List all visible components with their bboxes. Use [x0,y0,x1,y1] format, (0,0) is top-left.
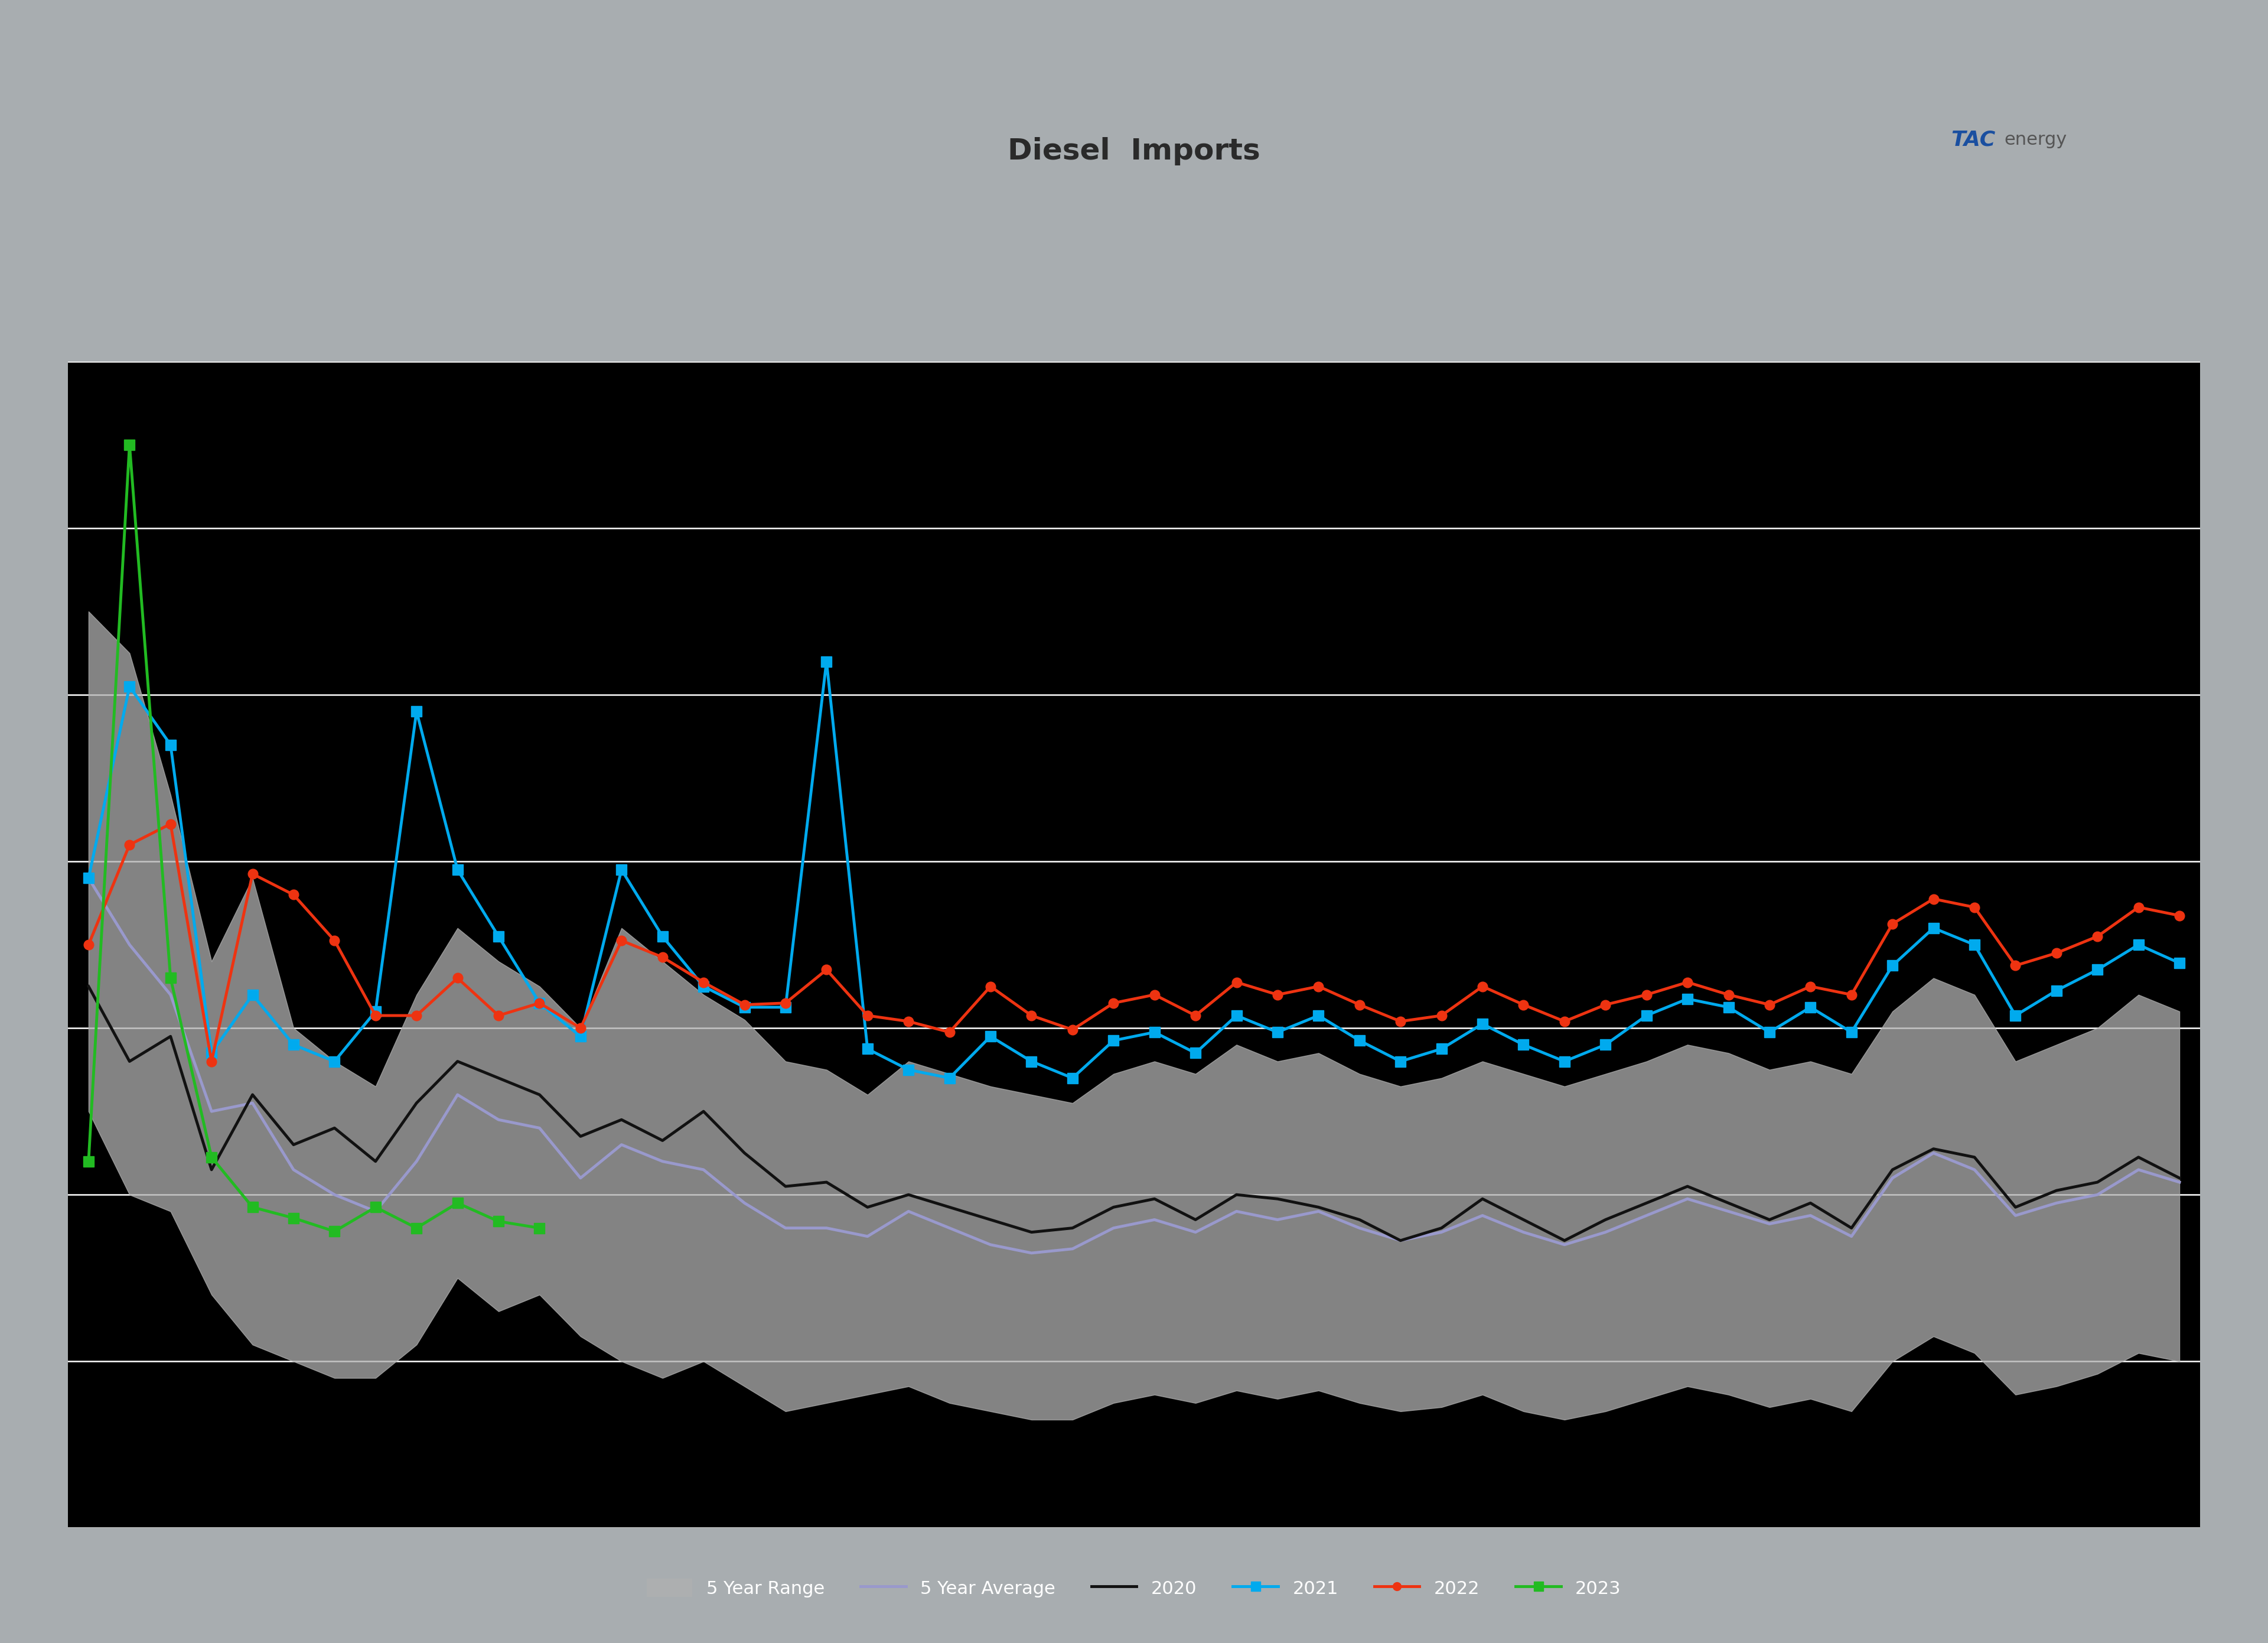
Legend: 5 Year Range, 5 Year Average, 2020, 2021, 2022, 2023: 5 Year Range, 5 Year Average, 2020, 2021… [637,1569,1631,1607]
Text: energy: energy [2005,131,2066,148]
Text: TAC: TAC [1950,130,1996,150]
Text: Diesel  Imports: Diesel Imports [1007,136,1261,166]
